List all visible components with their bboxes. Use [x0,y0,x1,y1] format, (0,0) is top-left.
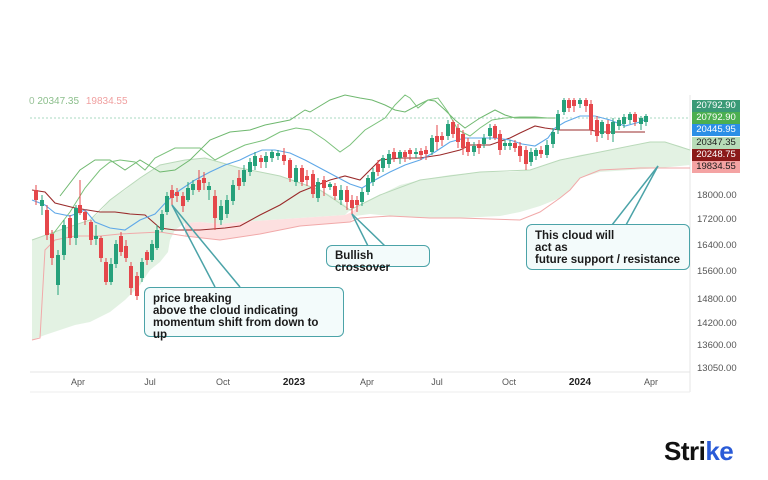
cloud-bullish-2 [355,142,690,218]
chart-legend: 0 20347.35 19834.55 [29,96,128,107]
kijun-sen-line [31,125,645,231]
callout-cloud-line: act as [535,242,568,254]
cloud-bullish-1 [32,158,350,340]
strike-logo: Strike [664,436,734,467]
y-axis-label: 14200.00 [697,318,737,329]
callout-crossover-line: Bullish crossover [335,250,390,274]
logo-accent-text: ke [705,436,734,466]
y-axis-label: 15600.00 [697,266,737,277]
legend-prefix: 0 [29,96,35,107]
y-axis-label: 14800.00 [697,294,737,305]
cloud-bearish [185,205,360,240]
callout-cloud-line: This cloud will [535,230,615,242]
price-tag-tenkan: 20445.95 [692,124,740,136]
callout-breakout-line: above the cloud indicating [153,305,299,317]
price-tag-close: 20792.90 [692,112,740,124]
x-axis-year-label: 2024 [568,377,592,388]
x-axis-label: Oct [501,377,517,387]
candlesticks [34,98,648,300]
y-axis-label: 13050.00 [697,363,737,374]
price-tag-lagging: 20792.90 [692,100,740,112]
x-axis-label: Apr [359,377,375,387]
callout-cloud-line: future support / resistance [535,254,681,266]
x-axis-label: Apr [70,377,86,387]
x-axis-label: Apr [643,377,659,387]
y-axis-label: 16400.00 [697,240,737,251]
y-axis-label: 18000.00 [697,190,737,201]
callout-breakout-line: price breaking [153,293,232,305]
callout-bullish-crossover: Bullish crossover [326,245,430,274]
y-axis-label: 13600.00 [697,340,737,351]
x-axis-label: Oct [215,377,231,387]
x-axis-label: Jul [431,377,443,387]
x-axis-year-label: 2023 [282,377,306,388]
callout-pointers [171,165,659,288]
price-tag-span-a: 20347.35 [692,137,740,149]
y-axis-label: 17200.00 [697,214,737,225]
price-tag-kijun: 20248.75 [692,149,740,161]
chikou-span-line [59,94,555,197]
legend-span-a-value: 20347.35 [37,96,80,107]
legend-span-b-value: 19834.55 [85,96,128,107]
chikou-span-line-2 [49,94,549,239]
callout-breakout: price breaking above the cloud indicatin… [144,287,344,341]
callout-breakout-line: momentum shift from down to up [153,317,319,341]
price-tag-span-b: 19834.55 [692,161,740,173]
logo-main-text: Stri [664,436,706,466]
callout-cloud-support: This cloud will act as future support / … [526,224,690,270]
x-axis-label: Jul [144,377,156,387]
